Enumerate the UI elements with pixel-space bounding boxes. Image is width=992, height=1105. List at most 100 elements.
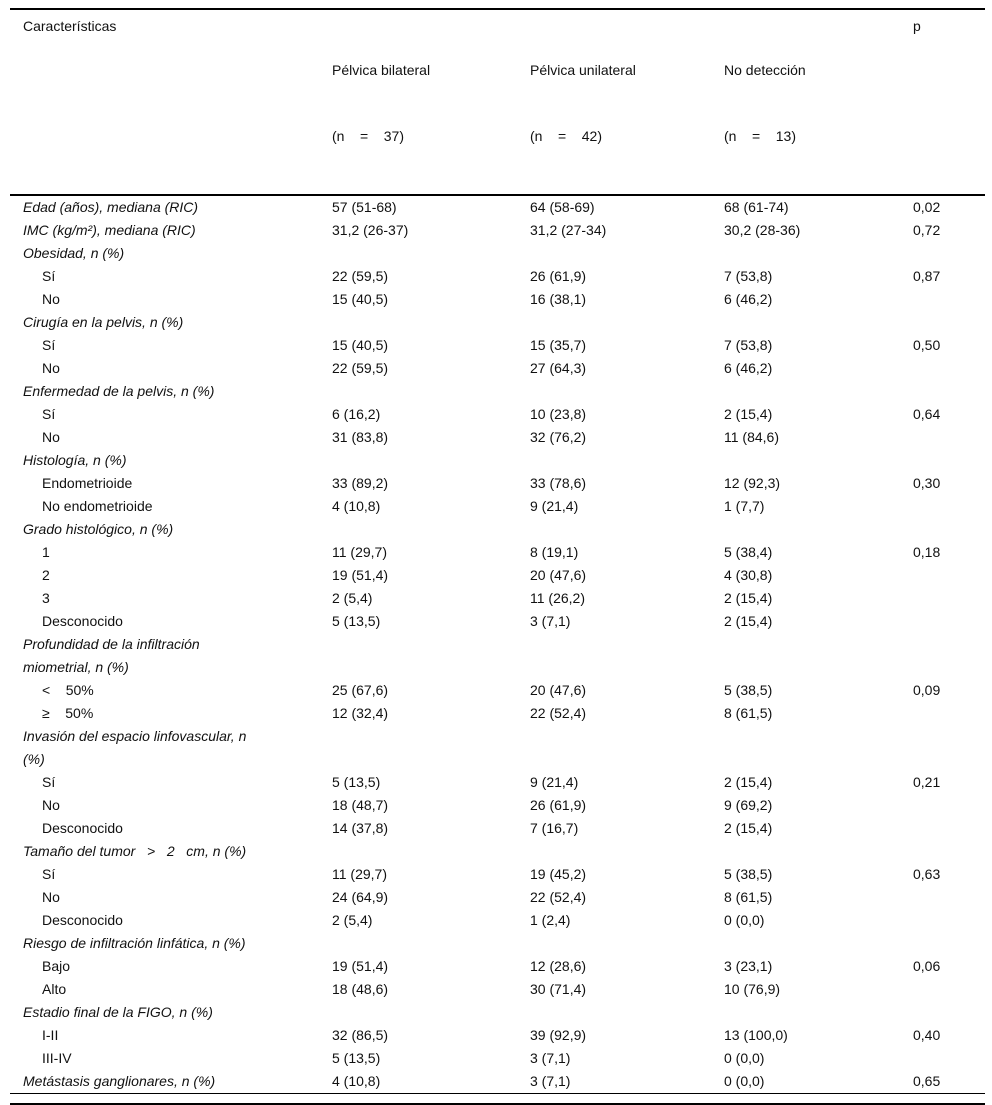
value-cell: 0 (0,0) [724, 912, 765, 928]
value-cell [530, 311, 724, 334]
value-cell: 5 (13,5) [332, 774, 381, 790]
col-header-caracteristicas: Características [10, 9, 332, 196]
table-row: Desconocido 14 (37,8) 7 (16,7) 2 (15,4) [10, 817, 985, 840]
p-value-cell: 0,30 [913, 475, 941, 491]
value-cell: 68 (61-74) [724, 199, 789, 215]
value-cell: 64 (58-69) [530, 199, 595, 215]
p-value-cell: 0,09 [913, 682, 941, 698]
value-cell: 7 (53,8) [724, 337, 773, 353]
table-section-row: Histología, n (%) [10, 449, 985, 472]
value-cell: 19 (51,4) [332, 567, 389, 583]
value-cell: 31,2 (26-37) [332, 222, 409, 238]
value-cell: 4 (30,8) [724, 567, 773, 583]
value-cell [530, 840, 724, 863]
value-cell: 10 (76,9) [724, 981, 781, 997]
value-cell: 33 (89,2) [332, 475, 389, 491]
row-label: No [42, 291, 60, 307]
table-row: Desconocido 2 (5,4) 1 (2,4) 0 (0,0) [10, 909, 985, 932]
value-cell: 32 (76,2) [530, 429, 587, 445]
header-row: Características Pélvica bilateral (n = 3… [10, 9, 985, 196]
col-header-label: Pélvica unilateral [530, 62, 636, 78]
value-cell: 1 (7,7) [724, 498, 765, 514]
value-cell [332, 1001, 530, 1024]
value-cell [724, 518, 913, 541]
row-label: 1 [42, 544, 50, 560]
value-cell: 19 (45,2) [530, 866, 587, 882]
p-value-cell: 0,72 [913, 222, 941, 238]
table-section-row: Invasión del espacio linfovascular, n (%… [10, 725, 985, 771]
table-row: Sí 6 (16,2) 10 (23,8) 2 (15,4) 0,64 [10, 403, 985, 426]
p-value-cell: 0,06 [913, 958, 941, 974]
value-cell: 4 (10,8) [332, 498, 381, 514]
table-section-row: Enfermedad de la pelvis, n (%) [10, 380, 985, 403]
table-row: III-IV 5 (13,5) 3 (7,1) 0 (0,0) [10, 1047, 985, 1070]
value-cell: 30 (71,4) [530, 981, 587, 997]
table-row: No 15 (40,5) 16 (38,1) 6 (46,2) [10, 288, 985, 311]
table-row: Edad (años), mediana (RIC) 57 (51-68) 64 (… [10, 195, 985, 219]
row-label: IMC (kg/m²), mediana (RIC) [23, 222, 196, 238]
p-value-cell: 0,40 [913, 1027, 941, 1043]
value-cell: 12 (92,3) [724, 475, 781, 491]
p-value-cell: 0,65 [913, 1073, 941, 1089]
value-cell [530, 449, 724, 472]
value-cell: 4 (10,8) [332, 1073, 381, 1089]
row-label: Obesidad, n (%) [23, 245, 125, 261]
row-label: Sí [42, 866, 56, 882]
value-cell: 2 (5,4) [332, 590, 373, 606]
p-value-cell [913, 1047, 985, 1070]
p-value-cell [913, 288, 985, 311]
p-value-cell [913, 311, 985, 334]
value-cell: 27 (64,3) [530, 360, 587, 376]
value-cell: 13 (100,0) [724, 1027, 788, 1043]
col-header-n: (n = 13) [724, 128, 796, 144]
table-row: I-II 32 (86,5) 39 (92,9) 13 (100,0) 0,40 [10, 1024, 985, 1047]
value-cell [530, 380, 724, 403]
row-label: Desconocido [42, 820, 123, 836]
row-label: Cirugía en la pelvis, n (%) [23, 314, 184, 330]
value-cell: 9 (69,2) [724, 797, 773, 813]
value-cell: 11 (29,7) [332, 544, 387, 560]
row-label: Histología, n (%) [23, 452, 127, 468]
p-value-cell [913, 817, 985, 840]
value-cell: 3 (7,1) [530, 1050, 571, 1066]
value-cell: 12 (28,6) [530, 958, 587, 974]
col-header-p: p [913, 9, 985, 196]
row-label: Invasión del espacio linfovascular, n (%… [23, 728, 247, 767]
table-body: Edad (años), mediana (RIC) 57 (51-68) 64 (… [10, 195, 985, 1094]
table-row: Endometrioide 33 (89,2) 33 (78,6) 12 (92,3)… [10, 472, 985, 495]
value-cell [332, 449, 530, 472]
value-cell [332, 380, 530, 403]
value-cell: 24 (64,9) [332, 889, 389, 905]
table-row: Sí 22 (59,5) 26 (61,9) 7 (53,8) 0,87 [10, 265, 985, 288]
value-cell: 18 (48,6) [332, 981, 389, 997]
value-cell [332, 518, 530, 541]
value-cell: 20 (47,6) [530, 567, 587, 583]
value-cell: 20 (47,6) [530, 682, 587, 698]
value-cell: 5 (13,5) [332, 1050, 381, 1066]
value-cell [530, 242, 724, 265]
value-cell [332, 242, 530, 265]
row-label: Estadio final de la FIGO, n (%) [23, 1004, 213, 1020]
col-header-pelvica-bilateral: Pélvica bilateral (n = 37) [332, 9, 530, 196]
value-cell: 16 (38,1) [530, 291, 587, 307]
value-cell [530, 725, 724, 771]
col-header-n: (n = 42) [530, 128, 602, 144]
p-value-cell: 0,21 [913, 774, 941, 790]
value-cell: 7 (16,7) [530, 820, 579, 836]
value-cell [530, 932, 724, 955]
value-cell: 18 (48,7) [332, 797, 389, 813]
row-label: Tamaño del tumor > 2 cm, n (%) [23, 843, 247, 859]
value-cell: 8 (61,5) [724, 705, 773, 721]
row-label: Sí [42, 268, 56, 284]
value-cell: 22 (52,4) [530, 889, 587, 905]
table-row: < 50% 25 (67,6) 20 (47,6) 5 (38,5) 0,09 [10, 679, 985, 702]
value-cell: 19 (51,4) [332, 958, 389, 974]
table-row: No 24 (64,9) 22 (52,4) 8 (61,5) [10, 886, 985, 909]
value-cell: 15 (40,5) [332, 291, 389, 307]
table-section-row: Obesidad, n (%) [10, 242, 985, 265]
row-label: Desconocido [42, 613, 123, 629]
table-section-row: Grado histológico, n (%) [10, 518, 985, 541]
table-row: 1 11 (29,7) 8 (19,1) 5 (38,4) 0,18 [10, 541, 985, 564]
row-label: 2 [42, 567, 50, 583]
